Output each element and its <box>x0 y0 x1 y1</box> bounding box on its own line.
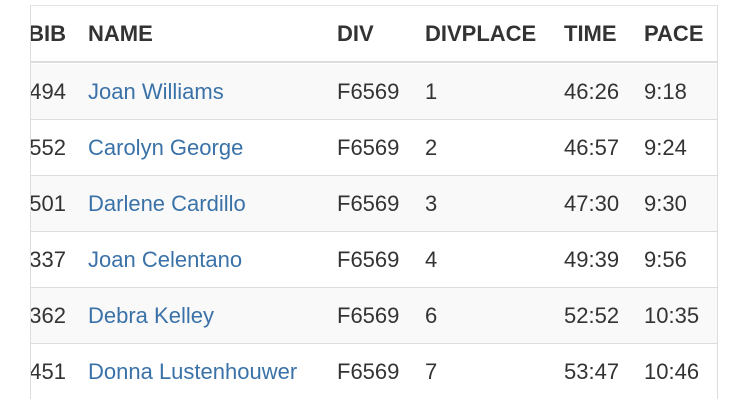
results-table: BIB NAME DIV DIVPLACE TIME PACE 494 Joan Willia… <box>30 5 718 399</box>
table-cell: 9:56 <box>644 246 687 272</box>
runner-link[interactable]: Joan Celentano <box>88 246 243 272</box>
column-header: DIV <box>337 20 374 46</box>
column-header: TIME <box>564 20 617 46</box>
table-cell: Carolyn George <box>88 120 243 175</box>
table-cell: F6569 <box>337 358 400 384</box>
table-cell: 4 <box>425 246 438 272</box>
table-cell: 501 <box>30 190 66 216</box>
table-cell: F6569 <box>337 78 400 104</box>
table-cell: 552 <box>30 134 66 160</box>
table-cell: 1 <box>425 78 438 104</box>
table-cell: F6569 <box>337 134 400 160</box>
table-row: 337 Joan Celentano F6569 4 49:39 9:56 <box>31 232 717 288</box>
table-row: 501 Darlene Cardillo F6569 3 47:30 9:30 <box>31 176 717 232</box>
column-header: NAME <box>88 20 153 46</box>
table-row: 362 Debra Kelley F6569 6 52:52 10:35 <box>31 288 717 344</box>
table-cell: 9:24 <box>644 134 687 160</box>
table-cell: 46:57 <box>564 134 620 160</box>
header-row: BIB NAME DIV DIVPLACE TIME PACE <box>31 6 717 63</box>
table-cell: 7 <box>425 358 438 384</box>
table-cell: 10:46 <box>644 358 700 384</box>
table-cell: 53:47 <box>564 358 620 384</box>
table-cell: Donna Lustenhouwer <box>88 344 297 399</box>
table-cell: Joan Williams <box>88 64 224 119</box>
table-cell: 6 <box>425 302 438 328</box>
table-cell: 49:39 <box>564 246 620 272</box>
table-cell: 337 <box>30 246 66 272</box>
table-cell: 3 <box>425 190 438 216</box>
table-cell: 9:18 <box>644 78 687 104</box>
table-cell: 46:26 <box>564 78 620 104</box>
table-row: 494 Joan Williams F6569 1 46:26 9:18 <box>31 64 717 120</box>
table-row: 451 Donna Lustenhouwer F6569 7 53:47 10:46 <box>31 344 717 399</box>
table-cell: F6569 <box>337 302 400 328</box>
runner-link[interactable]: Joan Williams <box>88 78 224 104</box>
column-header: BIB <box>30 20 66 46</box>
table-cell: 10:35 <box>644 302 700 328</box>
table-cell: 362 <box>30 302 66 328</box>
column-header: PACE <box>644 20 704 46</box>
table-cell: Joan Celentano <box>88 232 242 287</box>
table-row: 552 Carolyn George F6569 2 46:57 9:24 <box>31 120 717 176</box>
table-cell: 2 <box>425 134 438 160</box>
runner-link[interactable]: Darlene Cardillo <box>88 190 246 216</box>
table-cell: 47:30 <box>564 190 620 216</box>
table-cell: F6569 <box>337 190 400 216</box>
table-cell: 494 <box>30 78 66 104</box>
table-cell: F6569 <box>337 246 400 272</box>
table-cell: 451 <box>30 358 66 384</box>
runner-link[interactable]: Debra Kelley <box>88 302 214 328</box>
runner-link[interactable]: Donna Lustenhouwer <box>88 358 298 384</box>
runner-link[interactable]: Carolyn George <box>88 134 244 160</box>
table-cell: Darlene Cardillo <box>88 176 246 231</box>
column-header: DIVPLACE <box>425 20 537 46</box>
table-cell: Debra Kelley <box>88 288 214 343</box>
table-cell: 9:30 <box>644 190 687 216</box>
table-cell: 52:52 <box>564 302 620 328</box>
